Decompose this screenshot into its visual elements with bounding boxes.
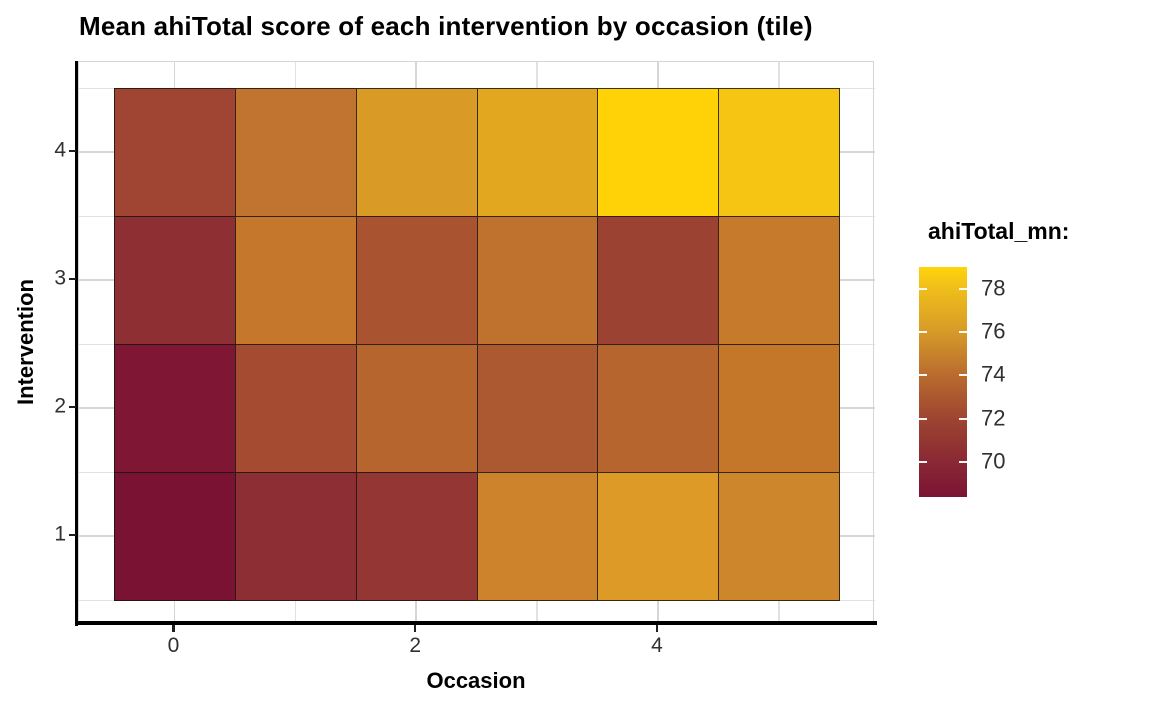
heatmap-tile: [597, 216, 719, 345]
heatmap-tile: [718, 216, 840, 345]
legend-tick-left: [919, 417, 927, 420]
legend-tick-right: [959, 287, 967, 290]
y-tickmark: [69, 277, 76, 281]
legend-tick-right: [959, 417, 967, 420]
legend-title: ahiTotal_mn:: [928, 218, 1070, 244]
y-axis-line: [75, 61, 78, 626]
heatmap-tile: [718, 88, 840, 217]
heatmap-tile: [477, 344, 598, 473]
y-tick-label: 4: [54, 138, 66, 162]
y-axis-title: Intervention: [13, 279, 38, 405]
x-tick-label: 4: [651, 634, 663, 657]
plot-panel: [78, 61, 875, 624]
legend-tick-left: [919, 461, 927, 464]
x-axis-line: [75, 621, 877, 625]
heatmap-tile: [477, 216, 598, 345]
y-tickmark: [69, 405, 76, 409]
heatmap-tile: [356, 216, 478, 345]
legend-tick-label: 78: [981, 275, 1006, 301]
y-tick-label: 2: [54, 394, 66, 418]
legend-tick-label: 70: [981, 448, 1006, 474]
legend-tick-left: [919, 331, 927, 334]
heatmap-tile: [235, 88, 357, 217]
legend-tick-left: [919, 374, 927, 377]
heatmap-tile: [114, 216, 236, 345]
heatmap-tile: [114, 344, 236, 473]
heatmap-tile: [718, 472, 840, 601]
heatmap-tile: [597, 88, 719, 217]
x-tickmark: [172, 625, 175, 632]
heatmap-tile: [477, 88, 598, 217]
heatmap-tile: [356, 88, 478, 217]
y-tick-label: 3: [54, 266, 66, 290]
x-tickmark: [655, 625, 659, 632]
y-tickmark: [69, 149, 76, 153]
x-tickmark: [413, 625, 417, 632]
heatmap-tile: [597, 472, 719, 601]
heatmap-tile: [718, 344, 840, 473]
legend-tick-label: 76: [981, 318, 1006, 344]
chart-title: Mean ahiTotal score of each intervention…: [79, 11, 813, 41]
legend-tick-right: [959, 331, 967, 334]
legend-tick-label: 72: [981, 405, 1006, 431]
heatmap-tile: [114, 472, 236, 601]
heatmap-tile: [477, 472, 598, 601]
heatmap-tile: [235, 472, 357, 601]
x-tick-label: 0: [167, 634, 180, 657]
legend-tick-right: [959, 374, 967, 377]
legend-tick-right: [959, 461, 967, 464]
x-tick-label: 2: [409, 634, 422, 657]
heatmap-tile: [235, 216, 357, 345]
legend: ahiTotal_mn: 78 76 74 72 70: [900, 210, 1152, 530]
heatmap-tile: [235, 344, 357, 473]
legend-tick-label: 74: [981, 361, 1006, 387]
heatmap-tile: [114, 88, 236, 217]
legend-tick-left: [919, 287, 927, 290]
heatmap-tile: [356, 344, 478, 473]
heatmap-tile: [597, 344, 719, 473]
y-tick-label: 1: [54, 522, 66, 546]
y-tickmark: [69, 533, 76, 537]
x-axis-title: Occasion: [426, 668, 526, 693]
heatmap-tile: [356, 472, 478, 601]
legend-colorbar: [919, 267, 967, 497]
